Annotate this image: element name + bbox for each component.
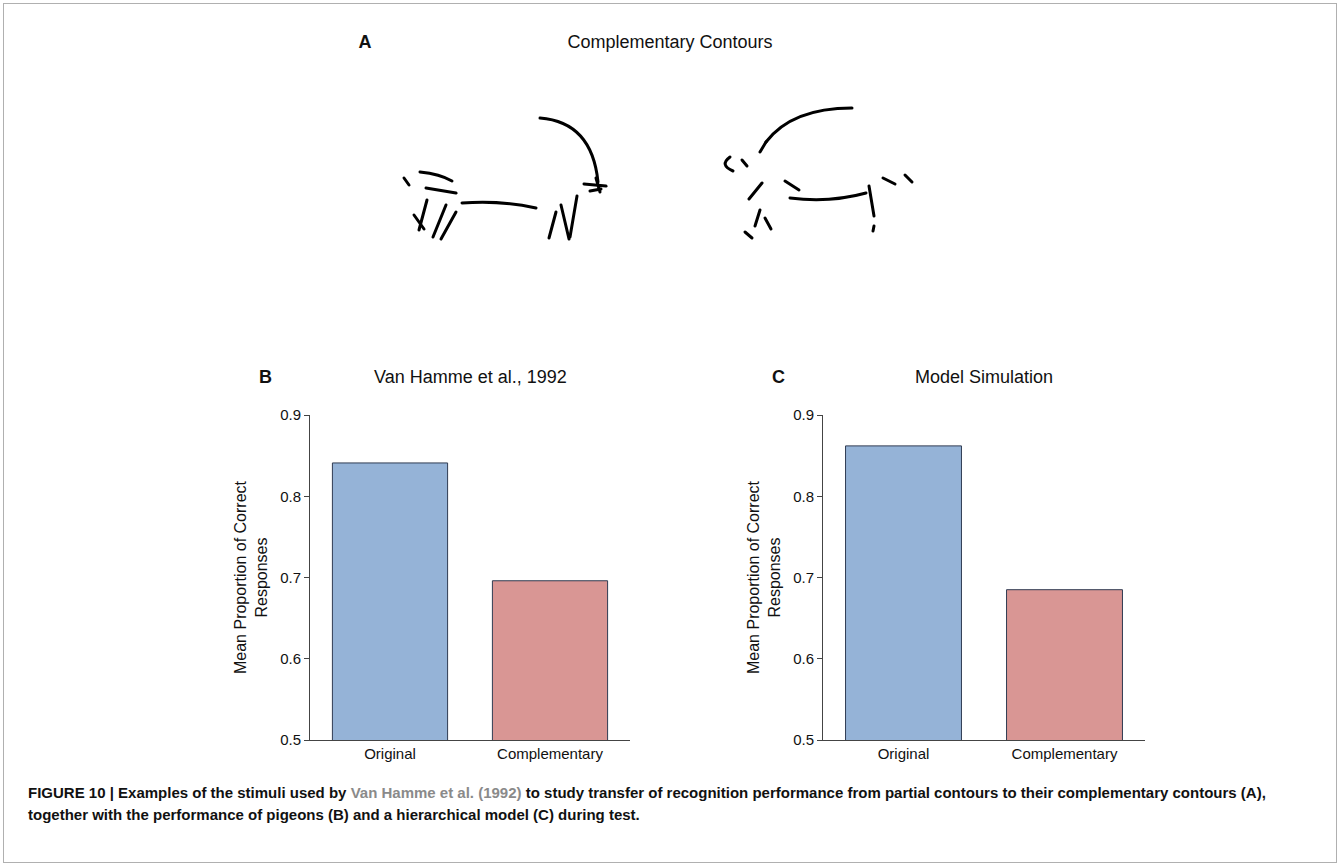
svg-text:0.6: 0.6	[793, 650, 814, 667]
svg-text:Mean Proportion of CorrectResp: Mean Proportion of CorrectResponses	[745, 480, 783, 674]
svg-text:Mean Proportion of CorrectResp: Mean Proportion of CorrectResponses	[232, 480, 270, 674]
svg-text:Complementary Contours: Complementary Contours	[567, 32, 772, 52]
svg-text:0.6: 0.6	[280, 650, 301, 667]
svg-text:Model Simulation: Model Simulation	[915, 367, 1053, 387]
svg-text:Van Hamme et al., 1992: Van Hamme et al., 1992	[374, 367, 567, 387]
svg-text:A: A	[359, 32, 372, 52]
svg-text:0.7: 0.7	[280, 569, 301, 586]
svg-text:Complementary: Complementary	[1012, 745, 1118, 762]
svg-text:Complementary: Complementary	[497, 745, 603, 762]
svg-text:0.8: 0.8	[280, 488, 301, 505]
svg-text:0.8: 0.8	[793, 488, 814, 505]
svg-text:0.5: 0.5	[793, 731, 814, 748]
svg-text:B: B	[259, 367, 272, 387]
svg-text:0.9: 0.9	[793, 406, 814, 423]
svg-text:0.7: 0.7	[793, 569, 814, 586]
html-text:FIGURE 10 | Examples of the st: FIGURE 10 | Examples of the stimuli used…	[28, 784, 1266, 823]
svg-text:Original: Original	[878, 745, 930, 762]
svg-text:0.5: 0.5	[280, 731, 301, 748]
svg-text:Original: Original	[364, 745, 416, 762]
svg-text:0.9: 0.9	[280, 406, 301, 423]
svg-text:C: C	[772, 367, 785, 387]
